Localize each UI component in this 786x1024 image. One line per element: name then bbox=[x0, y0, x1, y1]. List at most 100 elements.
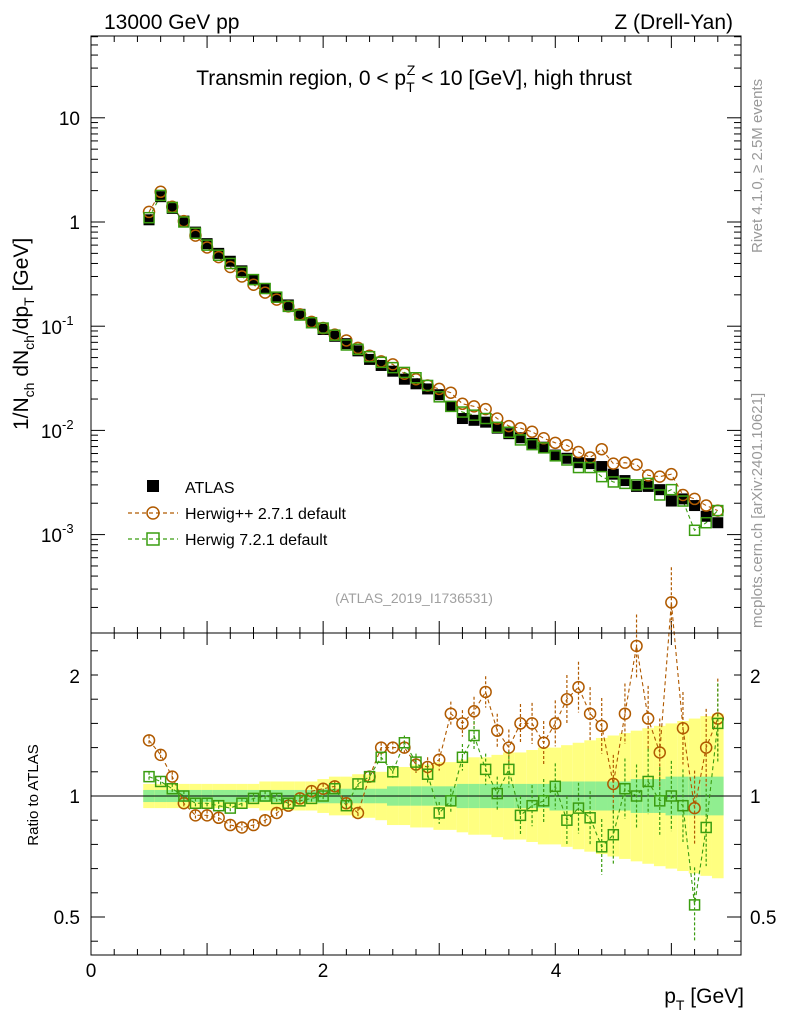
herwig7-ratio-point bbox=[456, 751, 469, 764]
herwig7-point bbox=[491, 421, 503, 434]
herwigpp-point bbox=[537, 432, 550, 445]
herwig7-point bbox=[503, 426, 515, 438]
atlas-point bbox=[352, 345, 364, 357]
ratio-axis-ticks bbox=[90, 633, 742, 955]
y-tick-exp-0.1: -1 bbox=[62, 313, 74, 328]
herwig7-ratio-point bbox=[398, 737, 411, 749]
herwig7-point bbox=[247, 273, 260, 286]
herwig7-point bbox=[154, 189, 167, 202]
atlas-point bbox=[364, 353, 376, 365]
herwig7-point bbox=[549, 450, 562, 462]
atlas-point bbox=[538, 441, 550, 453]
herwig7-point bbox=[445, 400, 457, 413]
herwigpp-ratio-point bbox=[630, 639, 643, 653]
herwigpp-point bbox=[676, 488, 690, 502]
y-tick-label-1: 1 bbox=[69, 213, 80, 234]
atlas-point bbox=[631, 480, 643, 492]
herwigpp-point bbox=[142, 205, 156, 219]
herwigpp-ratio-point bbox=[491, 724, 504, 737]
atlas-point bbox=[189, 226, 201, 238]
herwig7-ratio-point bbox=[642, 775, 654, 788]
herwig7-point bbox=[329, 329, 341, 341]
legend-marker-herwigpp bbox=[146, 506, 160, 520]
herwig7-ratio-point bbox=[178, 790, 190, 802]
herwigpp-ratio-point bbox=[688, 801, 701, 815]
atlas-point bbox=[549, 449, 561, 461]
herwig7-point bbox=[294, 309, 306, 321]
herwigpp-point bbox=[456, 397, 469, 411]
herwig7-point bbox=[456, 406, 469, 418]
herwig7-point bbox=[305, 316, 318, 329]
atlas-point bbox=[375, 359, 387, 371]
ratio-y-tick-label-right-1: 1 bbox=[750, 787, 761, 808]
side-label-rivet: Rivet 4.1.0, ≥ 2.5M events bbox=[749, 79, 766, 253]
x-tick-label-0: 0 bbox=[86, 961, 97, 982]
herwigpp-point bbox=[572, 445, 585, 459]
herwig7-point bbox=[654, 489, 666, 501]
herwig7-ratio-point bbox=[282, 797, 295, 810]
atlas-point bbox=[700, 510, 712, 522]
herwigpp-point bbox=[514, 421, 527, 435]
herwigpp-point bbox=[653, 470, 666, 483]
herwigpp-ratio-point bbox=[224, 818, 237, 832]
herwig7-point bbox=[143, 211, 155, 224]
herwig7-point bbox=[178, 216, 190, 228]
herwig7-ratio-point bbox=[619, 782, 631, 795]
atlas-point bbox=[561, 452, 573, 464]
atlas-point bbox=[480, 416, 492, 428]
atlas-point bbox=[665, 495, 677, 507]
herwig7-ratio-point bbox=[294, 795, 306, 807]
herwig7-point bbox=[340, 339, 353, 351]
herwig7-ratio-point bbox=[688, 899, 701, 911]
herwig7-ratio-point bbox=[154, 775, 167, 788]
herwig7-ratio-point bbox=[375, 751, 387, 764]
herwig7-point bbox=[572, 461, 585, 474]
herwigpp-point bbox=[688, 492, 701, 506]
legend-marker-atlas bbox=[147, 480, 159, 492]
herwig7-point bbox=[526, 438, 538, 451]
herwigpp-ratio-point bbox=[154, 748, 167, 762]
herwigpp-ratio-point bbox=[665, 596, 678, 609]
herwigpp-ratio-point bbox=[270, 806, 283, 820]
herwigpp-point bbox=[467, 400, 481, 413]
herwig7-ratio-point bbox=[503, 763, 515, 776]
herwigpp-ratio-point bbox=[595, 719, 608, 733]
atlas-point bbox=[445, 400, 457, 412]
herwigpp-ratio-point bbox=[444, 707, 458, 720]
atlas-point bbox=[201, 238, 213, 250]
herwigpp-ratio-point bbox=[560, 692, 574, 706]
main-title: Transmin region, 0 < pTZ < 10 [GeV], hig… bbox=[196, 62, 632, 95]
herwig7-ratio-point bbox=[421, 768, 434, 780]
herwig7-ratio-point bbox=[665, 790, 678, 802]
herwig7-ratio-point bbox=[572, 802, 585, 814]
atlas-point bbox=[387, 365, 399, 377]
atlas-point bbox=[642, 480, 654, 492]
herwigpp-point bbox=[491, 412, 504, 425]
herwig7-point bbox=[607, 476, 620, 488]
herwigpp-point bbox=[432, 382, 446, 396]
herwig7-point bbox=[166, 201, 178, 214]
herwigpp-ratio-point bbox=[572, 680, 585, 694]
ratio-y-axis-label: Ratio to ATLAS bbox=[25, 744, 42, 845]
herwigpp-point bbox=[525, 425, 539, 439]
herwig7-ratio-point bbox=[549, 780, 562, 793]
herwig7-ratio-point bbox=[317, 790, 329, 802]
herwig7-point bbox=[468, 409, 480, 421]
herwig7-ratio-point bbox=[479, 763, 492, 776]
herwig7-point bbox=[363, 350, 376, 363]
ratio-y-tick-label-0.5: 0.5 bbox=[54, 908, 80, 929]
legend-label-herwigpp: Herwig++ 2.7.1 default bbox=[185, 506, 347, 523]
herwigpp-ratio-point bbox=[653, 746, 666, 759]
atlas-point bbox=[607, 468, 619, 480]
atlas-point bbox=[619, 475, 631, 487]
herwig7-point bbox=[189, 227, 202, 239]
herwigpp-point bbox=[560, 439, 574, 452]
herwig7-point bbox=[270, 291, 283, 303]
y-tick-label-0.001: 10 bbox=[41, 526, 62, 547]
y-tick-exp-0.01: -2 bbox=[62, 417, 74, 432]
x-tick-label-4: 4 bbox=[551, 961, 562, 982]
atlas-point bbox=[259, 283, 271, 295]
herwig7-ratio-point bbox=[677, 799, 689, 812]
header-left-label: 13000 GeV pp bbox=[104, 11, 239, 34]
herwig7-ratio-point bbox=[468, 729, 480, 742]
